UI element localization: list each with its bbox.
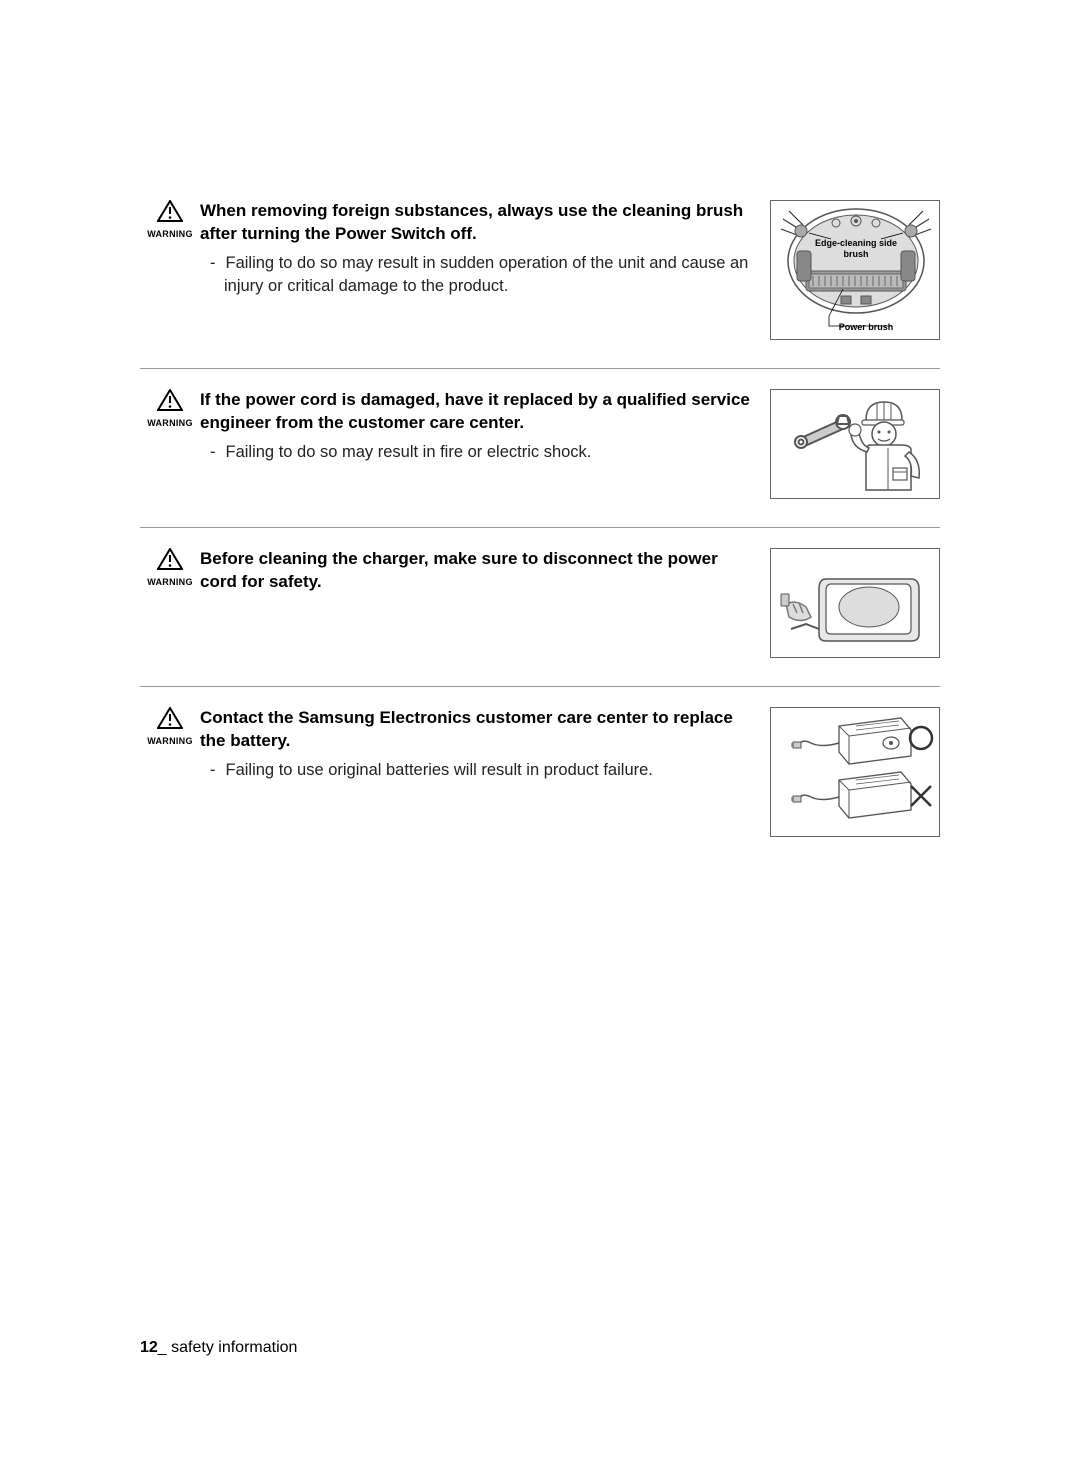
warning-detail: Failing to use original batteries will r… [200,759,750,782]
warning-heading: When removing foreign substances, always… [200,200,750,246]
robot-brush-illustration: Edge-cleaning side brush Power brush [770,200,940,340]
charger-disconnect-illustration [770,548,940,658]
battery-replace-illustration [770,707,940,837]
warning-heading: Contact the Samsung Electronics customer… [200,707,750,753]
page-footer: 12_ safety information [140,1339,297,1357]
warning-triangle-icon [157,707,183,729]
warning-detail: Failing to do so may result in sudden op… [200,252,750,298]
warning-icon-column: WARNING [140,389,200,499]
warning-text: Before cleaning the charger, make sure t… [200,548,770,658]
warning-icon-column: WARNING [140,707,200,837]
warning-heading: Before cleaning the charger, make sure t… [200,548,750,594]
warning-icon-column: WARNING [140,548,200,658]
warning-icon-column: WARNING [140,200,200,340]
warning-heading: If the power cord is damaged, have it re… [200,389,750,435]
warning-block-4: WARNING Contact the Samsung Electronics … [140,707,940,865]
illustration-column [770,389,940,499]
warning-text: Contact the Samsung Electronics customer… [200,707,770,837]
warning-label: WARNING [140,229,200,239]
edge-brush-label-line2: brush [843,249,868,259]
page-number: 12 [140,1339,158,1356]
illustration-column: Edge-cleaning side brush Power brush [770,200,940,340]
page-content: WARNING When removing foreign substances… [0,0,1080,865]
warning-text: When removing foreign substances, always… [200,200,770,340]
warning-triangle-icon [157,200,183,222]
illustration-column [770,548,940,658]
warning-label: WARNING [140,577,200,587]
warning-label: WARNING [140,736,200,746]
service-engineer-illustration [770,389,940,499]
illustration-column [770,707,940,837]
warning-block-2: WARNING If the power cord is damaged, ha… [140,389,940,528]
warning-block-3: WARNING Before cleaning the charger, mak… [140,548,940,687]
warning-text: If the power cord is damaged, have it re… [200,389,770,499]
warning-triangle-icon [157,389,183,411]
warning-detail: Failing to do so may result in fire or e… [200,441,750,464]
power-brush-label: Power brush [839,322,894,332]
warning-block-1: WARNING When removing foreign substances… [140,200,940,369]
edge-brush-label-line1: Edge-cleaning side [815,238,897,248]
footer-section: _ safety information [158,1339,298,1356]
warning-label: WARNING [140,418,200,428]
warning-triangle-icon [157,548,183,570]
